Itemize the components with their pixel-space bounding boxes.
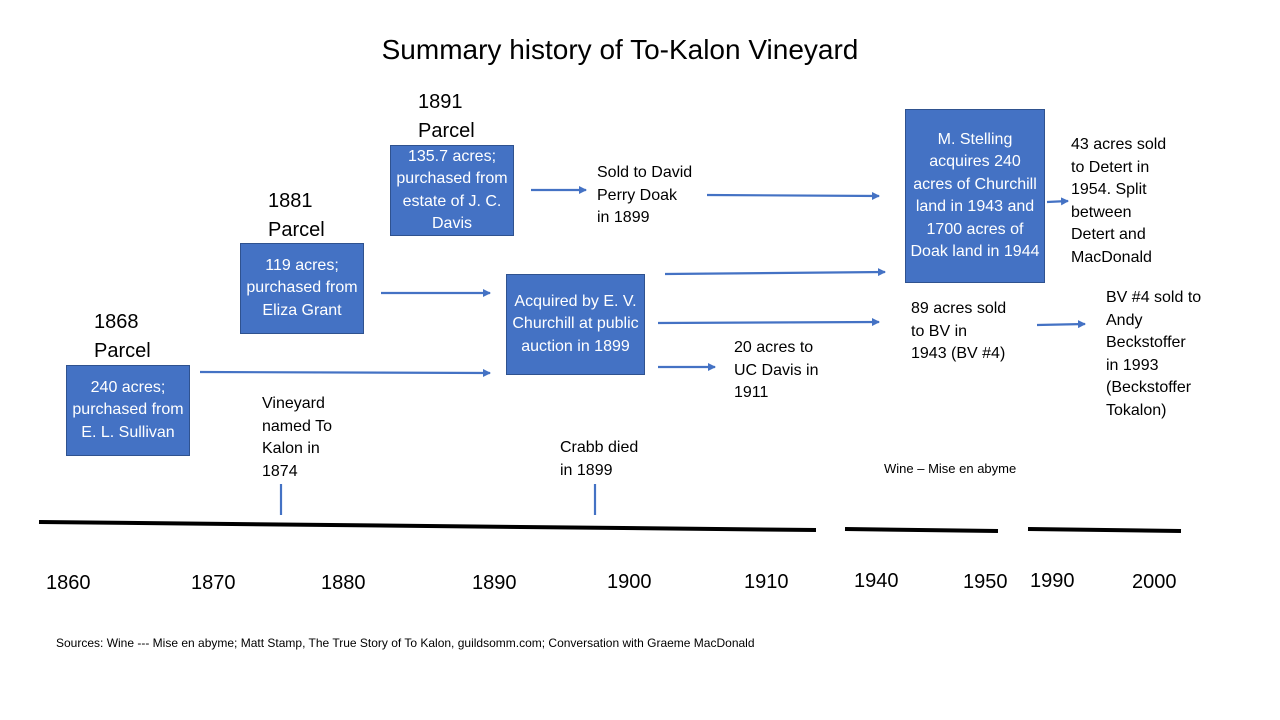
detert-note: 43 acres sold to Detert in 1954. Split b… (1071, 136, 1167, 266)
parcel-1891-heading: 1891 Parcel (418, 88, 475, 146)
churchill-box-text: Acquired by E. V. Churchill at public au… (512, 292, 639, 355)
arrow-churchill-to-stelling (664, 268, 886, 277)
parcel-1881-label: Parcel (268, 219, 325, 241)
parcel-1868-year: 1868 (94, 311, 139, 333)
arrow-churchill-to-bv (657, 318, 880, 327)
year-label-1940: 1940 (854, 570, 899, 592)
arrow-bv-to-beckstoffer (1036, 320, 1086, 329)
parcel-1881-box: 119 acres; purchased from Eliza Grant (240, 243, 364, 334)
year-label-1910: 1910 (744, 571, 789, 593)
parcel-1891-label: Parcel (418, 120, 475, 142)
year-label-1880: 1880 (321, 572, 366, 594)
stelling-box: M. Stelling acquires 240 acres of Church… (905, 109, 1045, 283)
wine-note: Wine – Mise en abyme (884, 461, 1017, 476)
parcel-1891-box-text: 135.7 acres; purchased from estate of J.… (396, 147, 508, 233)
year-label-2000: 2000 (1132, 571, 1177, 593)
parcel-1881-box-text: 119 acres; purchased from Eliza Grant (246, 256, 358, 319)
stelling-box-text: M. Stelling acquires 240 acres of Church… (910, 130, 1040, 261)
beckstoffer-note: BV #4 sold to Andy Beckstoffer in 1993 (… (1106, 289, 1202, 419)
timeline-segment-1 (38, 520, 817, 532)
year-label-1860: 1860 (46, 572, 91, 594)
parcel-1881-heading: 1881 Parcel (268, 187, 325, 245)
arrow-doak-to-stelling (706, 191, 880, 200)
parcel-1868-box-text: 240 acres; purchased from E. L. Sullivan (72, 378, 184, 441)
crabb-note: Crabb died in 1899 (560, 439, 639, 479)
parcel-1868-box: 240 acres; purchased from E. L. Sullivan (66, 365, 190, 456)
vineyard-named-note: Vineyard named To Kalon in 1874 (262, 395, 332, 480)
timeline-segment-3 (1027, 527, 1182, 533)
diagram-title: Summary history of To-Kalon Vineyard (381, 34, 859, 65)
parcel-1891-year: 1891 (418, 91, 463, 113)
bv-note: 89 acres sold to BV in 1943 (BV #4) (911, 300, 1007, 362)
year-label-1900: 1900 (607, 571, 652, 593)
sources-note: Sources: Wine --- Mise en abyme; Matt St… (56, 636, 755, 650)
timeline-segment-2 (844, 527, 999, 533)
churchill-box: Acquired by E. V. Churchill at public au… (506, 274, 645, 375)
parcel-1891-box: 135.7 acres; purchased from estate of J.… (390, 145, 514, 236)
arrow-stelling-to-detert (1046, 197, 1069, 206)
year-label-1950: 1950 (963, 571, 1008, 593)
parcel-1881-year: 1881 (268, 190, 313, 212)
year-label-1990: 1990 (1030, 570, 1075, 592)
parcel-1868-label: Parcel (94, 340, 151, 362)
arrow-1868-to-churchill (199, 368, 491, 377)
year-label-1870: 1870 (191, 572, 236, 594)
parcel-1868-heading: 1868 Parcel (94, 308, 151, 366)
year-label-1890: 1890 (472, 572, 517, 594)
ucdavis-note: 20 acres to UC Davis in 1911 (734, 339, 819, 401)
doak-note: Sold to David Perry Doak in 1899 (597, 164, 693, 226)
